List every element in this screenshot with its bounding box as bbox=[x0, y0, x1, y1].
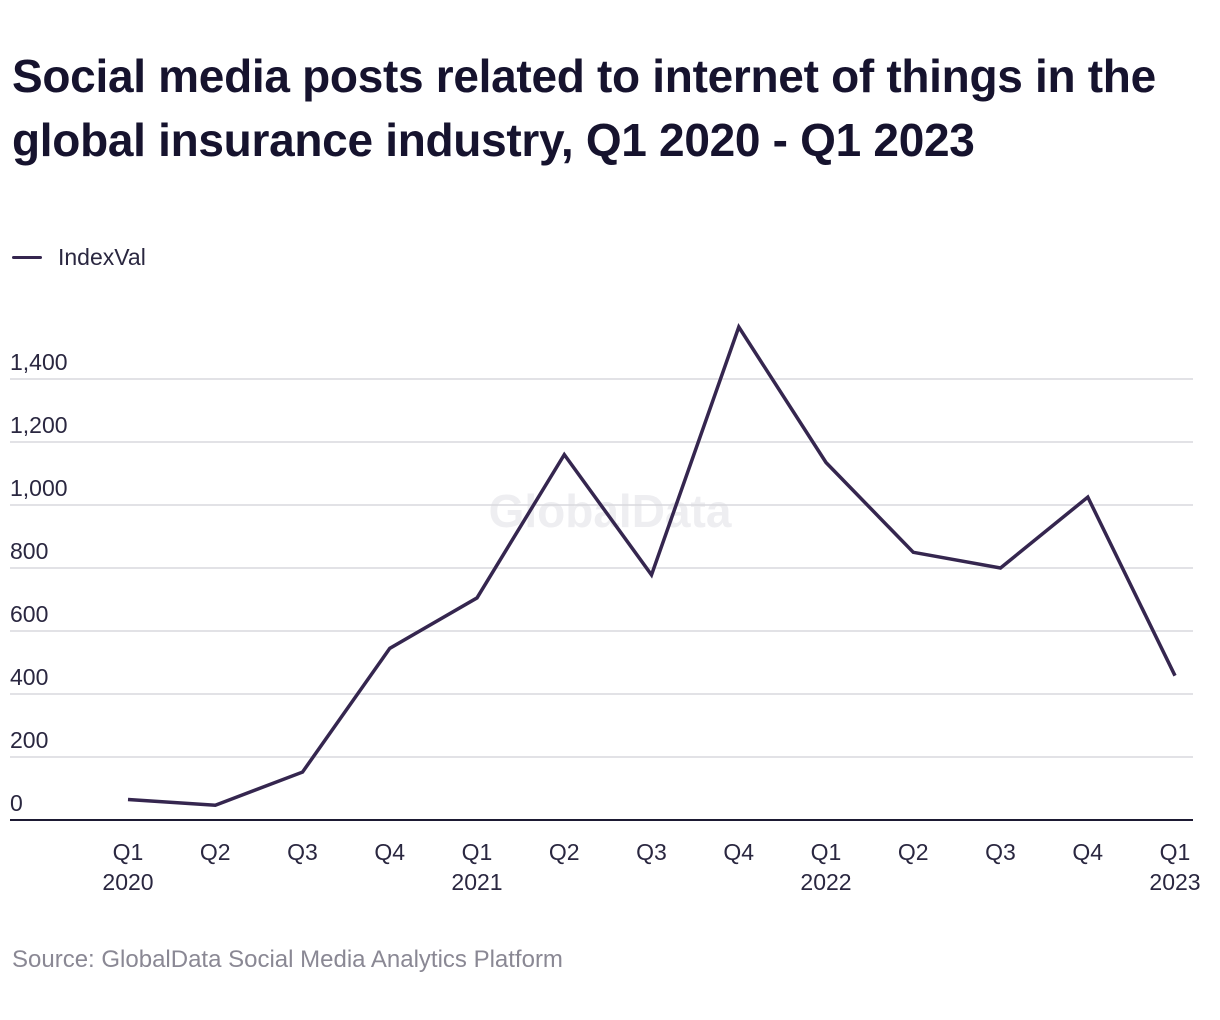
legend-swatch bbox=[12, 255, 42, 259]
x-tick-year-label: 2020 bbox=[102, 869, 153, 895]
y-tick-label: 800 bbox=[10, 538, 48, 564]
x-tick-label: Q2 bbox=[898, 839, 929, 865]
x-tick-label: Q3 bbox=[287, 839, 318, 865]
legend-label: IndexVal bbox=[58, 243, 146, 270]
x-tick-label: Q3 bbox=[636, 839, 667, 865]
x-tick-label: Q2 bbox=[549, 839, 580, 865]
x-tick-year-label: 2022 bbox=[800, 869, 851, 895]
watermark: GlobalData bbox=[489, 485, 732, 537]
y-tick-label: 200 bbox=[10, 727, 48, 753]
y-tick-label: 1,400 bbox=[10, 349, 68, 375]
series-line bbox=[127, 323, 1177, 807]
x-tick-label: Q1 bbox=[1160, 839, 1191, 865]
y-tick-label: 600 bbox=[10, 601, 48, 627]
chart-title: Social media posts related to internet o… bbox=[12, 50, 1156, 166]
source-note: Source: GlobalData Social Media Analytic… bbox=[12, 946, 563, 973]
x-tick-label: Q1 bbox=[462, 839, 493, 865]
x-tick-label: Q1 bbox=[811, 839, 842, 865]
y-tick-label: 1,000 bbox=[10, 475, 68, 501]
x-tick-label: Q4 bbox=[374, 839, 405, 865]
x-tick-label: Q4 bbox=[1072, 839, 1103, 865]
x-tick-label: Q3 bbox=[985, 839, 1016, 865]
y-tick-label: 1,200 bbox=[10, 412, 68, 438]
x-tick-label: Q1 bbox=[113, 839, 144, 865]
legend: IndexVal bbox=[12, 242, 146, 272]
x-tick-year-label: 2023 bbox=[1149, 869, 1200, 895]
y-tick-label: 400 bbox=[10, 664, 48, 690]
y-tick-label: 0 bbox=[10, 790, 23, 816]
x-tick-year-label: 2021 bbox=[451, 869, 502, 895]
x-tick-label: Q2 bbox=[200, 839, 231, 865]
x-tick-label: Q4 bbox=[723, 839, 754, 865]
